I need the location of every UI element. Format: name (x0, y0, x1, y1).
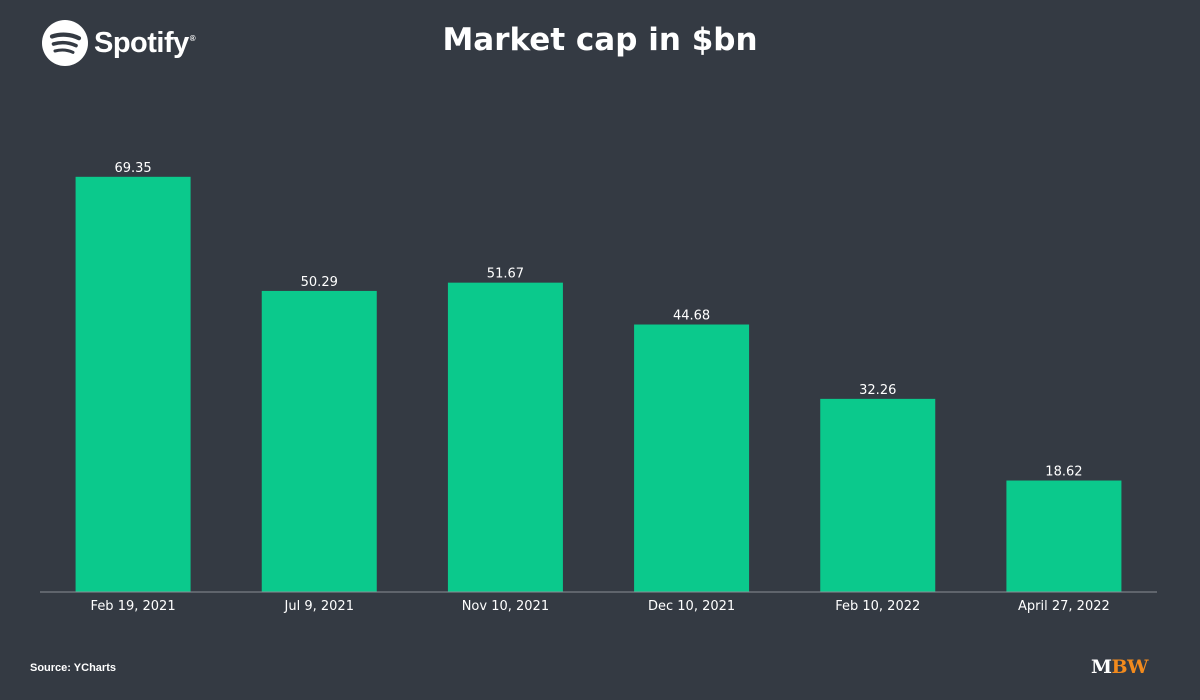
chart-title: Market cap in $bn (442, 22, 758, 58)
bars-group: 69.35 Feb 19, 2021 50.29 Jul 9, 2021 51.67 No… (75, 161, 1122, 614)
bar-2 (447, 282, 563, 592)
spotify-wordmark: Spotify® (94, 26, 196, 59)
category-label: Nov 10, 2021 (462, 599, 549, 614)
bar-value-label: 32.26 (859, 383, 896, 398)
bar-5 (1006, 480, 1122, 592)
bar-value-label: 69.35 (114, 161, 151, 176)
category-label: Feb 19, 2021 (91, 599, 176, 614)
bar-4 (820, 398, 936, 592)
source-note: Source: YCharts (30, 662, 116, 674)
category-label: Feb 10, 2022 (835, 599, 920, 614)
bar-1 (261, 290, 377, 592)
category-label: Jul 9, 2021 (284, 599, 354, 614)
category-label: April 27, 2022 (1018, 599, 1110, 614)
category-label: Dec 10, 2021 (648, 599, 735, 614)
bar-value-label: 51.67 (487, 267, 524, 282)
bar-value-label: 44.68 (673, 309, 710, 324)
bar-value-label: 50.29 (301, 275, 338, 290)
spotify-icon (42, 20, 88, 66)
bar-3 (634, 324, 750, 592)
bar-value-label: 18.62 (1045, 465, 1082, 480)
bar-0 (75, 176, 191, 592)
mbw-logo: MBW (1091, 656, 1148, 678)
spotify-logo: Spotify® (42, 20, 196, 66)
